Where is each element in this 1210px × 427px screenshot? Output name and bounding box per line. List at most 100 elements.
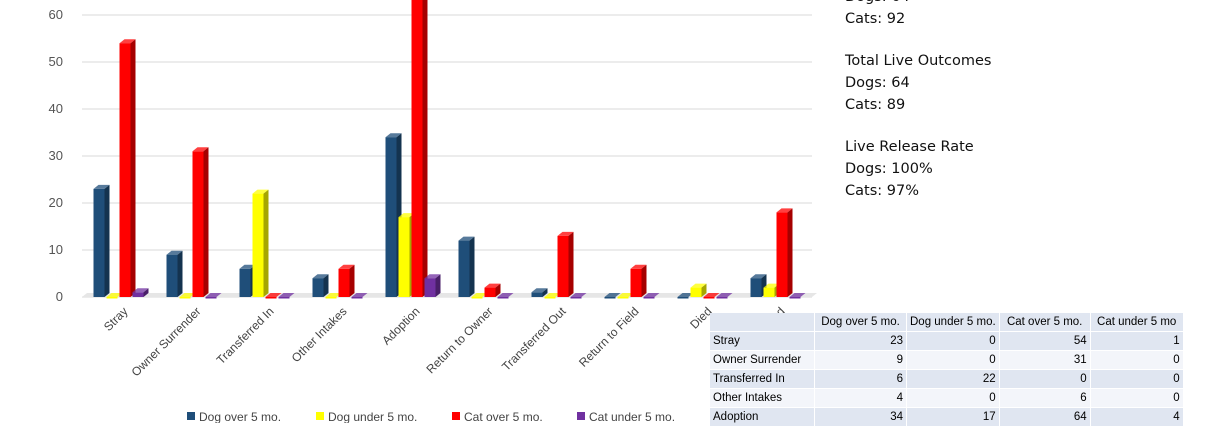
table-row: Stray 23 0 54 1 [710, 331, 1184, 351]
bar-top [325, 293, 342, 297]
bar-top [776, 208, 793, 213]
bar [351, 297, 363, 299]
bar-top [106, 293, 123, 297]
legend-swatch [452, 412, 460, 420]
bar-top [93, 184, 110, 189]
legend-swatch [187, 412, 195, 420]
y-tick-label: 10 [49, 242, 63, 257]
bar [265, 297, 277, 299]
bar-top [265, 293, 282, 297]
bar-top [557, 231, 574, 236]
table-header-row: Dog over 5 mo. Dog under 5 mo. Cat over … [710, 313, 1184, 332]
data-table: Dog over 5 mo. Dog under 5 mo. Cat over … [710, 313, 1184, 427]
bar-top [239, 264, 256, 269]
bar-top [677, 293, 694, 297]
x-tick-label: Adoption [379, 304, 422, 347]
live-outcomes-block: Total Live Outcomes Dogs: 64 Cats: 89 [845, 50, 1185, 116]
bar [484, 287, 496, 297]
table-cell: 9 [814, 350, 907, 370]
table-cell: 22 [906, 369, 1000, 389]
table-row: Transferred In 6 22 0 0 [710, 369, 1184, 389]
bar-side [495, 283, 501, 297]
row-label: Transferred In [710, 369, 815, 389]
bar-side [349, 264, 355, 297]
table-cell: 64 [999, 407, 1091, 427]
bar-top [617, 293, 634, 297]
x-tick-label: Owner Surrender [129, 304, 204, 379]
bar-side [130, 39, 136, 297]
bar-side [568, 231, 574, 297]
bar [398, 217, 410, 297]
bar-side [435, 274, 441, 297]
y-tick-label: 50 [49, 54, 63, 69]
table-cell: 0 [999, 369, 1091, 389]
live-outcomes-title: Total Live Outcomes [845, 53, 992, 69]
bar [179, 297, 191, 299]
x-tick-label: Return to Field [576, 304, 642, 370]
table-cell: 31 [999, 350, 1091, 370]
bar [338, 268, 350, 297]
x-tick-label: Transferred In [214, 304, 277, 367]
bar-top [424, 274, 441, 279]
bar [252, 193, 264, 297]
bar [471, 297, 483, 299]
bar-top [205, 293, 222, 297]
release-rate-block: Live Release Rate Dogs: 100% Cats: 97% [845, 136, 1185, 202]
table-cell: 0 [906, 331, 1000, 351]
bar-top [570, 293, 587, 297]
bar-top [351, 293, 368, 297]
bar-top [252, 189, 269, 194]
x-tick-label: Stray [101, 304, 131, 334]
bar-side [177, 250, 183, 297]
table-cell: 4 [1090, 407, 1184, 427]
column-header: Cat under 5 mo [1090, 313, 1184, 332]
release-rate-cats: Cats: 97% [845, 183, 919, 199]
bar-top [166, 250, 183, 255]
bar [458, 240, 470, 297]
bar-side [542, 288, 548, 297]
bar [750, 278, 762, 297]
bar-top [604, 293, 621, 297]
row-label: Stray [710, 331, 815, 351]
bar [677, 297, 689, 299]
release-rate-title: Live Release Rate [845, 139, 974, 155]
bar [93, 188, 105, 297]
bar [192, 151, 204, 297]
y-tick-label: 20 [49, 195, 63, 210]
bar [690, 287, 702, 297]
bar-top [338, 264, 355, 269]
table-cell: 0 [1090, 388, 1184, 408]
bar [544, 297, 556, 299]
bar-side [701, 283, 707, 297]
totals-block: Dogs: 64 Cats: 92 [845, 0, 1185, 30]
legend-swatch [577, 412, 585, 420]
table-cell: 0 [906, 388, 1000, 408]
bar-top [643, 293, 660, 297]
bar-side [787, 208, 793, 297]
bar [166, 254, 178, 297]
bar-top [716, 293, 733, 297]
y-tick-label: 30 [49, 148, 63, 163]
bar [411, 0, 423, 297]
bar-top [385, 133, 402, 138]
bar-top [458, 236, 475, 241]
bar-side [469, 236, 475, 297]
bar-side [143, 288, 149, 297]
legend-label: Dog over 5 mo. [199, 410, 281, 423]
bar [132, 292, 144, 297]
x-tick-label: Other Intakes [289, 304, 350, 365]
bar-top [789, 293, 806, 297]
bar-side [203, 147, 209, 297]
bar [531, 292, 543, 297]
bar [716, 297, 728, 299]
bar [776, 212, 788, 297]
column-header: Dog under 5 mo. [906, 313, 1000, 332]
table-cell: 6 [999, 388, 1091, 408]
row-label: Other Intakes [710, 388, 815, 408]
y-tick-label: 40 [49, 101, 63, 116]
bar-top [312, 274, 329, 279]
bar [205, 297, 217, 299]
bar [424, 278, 436, 297]
column-header: Dog over 5 mo. [814, 313, 907, 332]
